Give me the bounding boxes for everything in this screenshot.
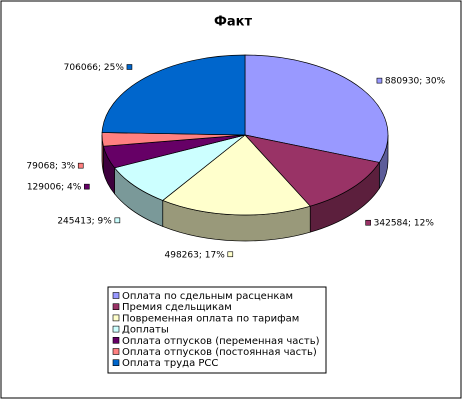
- legend-label: Оплата труда РСС: [122, 358, 218, 369]
- data-label: 498263; 17%: [165, 250, 226, 260]
- legend-swatch: [112, 303, 120, 311]
- legend-swatch: [112, 359, 120, 367]
- data-label: 245413; 9%: [57, 216, 112, 226]
- label-swatch: [376, 77, 383, 84]
- legend-label: Оплата отпусков (постоянная часть): [122, 347, 317, 358]
- label-swatch: [77, 162, 84, 169]
- slice: [244, 54, 389, 163]
- legend-label: Повременная оплата по тарифам: [122, 313, 299, 324]
- slice: [101, 54, 246, 136]
- legend-swatch: [112, 336, 120, 344]
- chart-title: Факт: [214, 15, 252, 30]
- data-label: 79068; 3%: [26, 162, 75, 172]
- legend-swatch: [112, 292, 120, 299]
- legend-swatch: [112, 325, 120, 333]
- legend-swatch: [112, 314, 120, 322]
- legend-label: Премия сдельщикам: [122, 302, 232, 313]
- data-label: 706066; 25%: [64, 63, 125, 73]
- legend-swatch: [112, 348, 120, 355]
- label-swatch: [126, 64, 133, 70]
- slice: [162, 134, 311, 216]
- slice: [244, 134, 380, 207]
- legend-label: Оплата отпусков (переменная часть): [122, 336, 320, 347]
- label-swatch: [227, 251, 234, 258]
- data-label: 129006; 4%: [27, 183, 82, 193]
- data-label: 342584; 12%: [374, 219, 435, 229]
- legend-box: [107, 286, 327, 374]
- legend-label: Доплаты: [122, 325, 169, 336]
- label-swatch: [365, 219, 371, 226]
- data-label: 880930; 30%: [385, 77, 446, 87]
- legend-label: Оплата по сдельным расценкам: [122, 291, 293, 302]
- label-swatch: [114, 217, 121, 224]
- label-swatch: [84, 183, 90, 190]
